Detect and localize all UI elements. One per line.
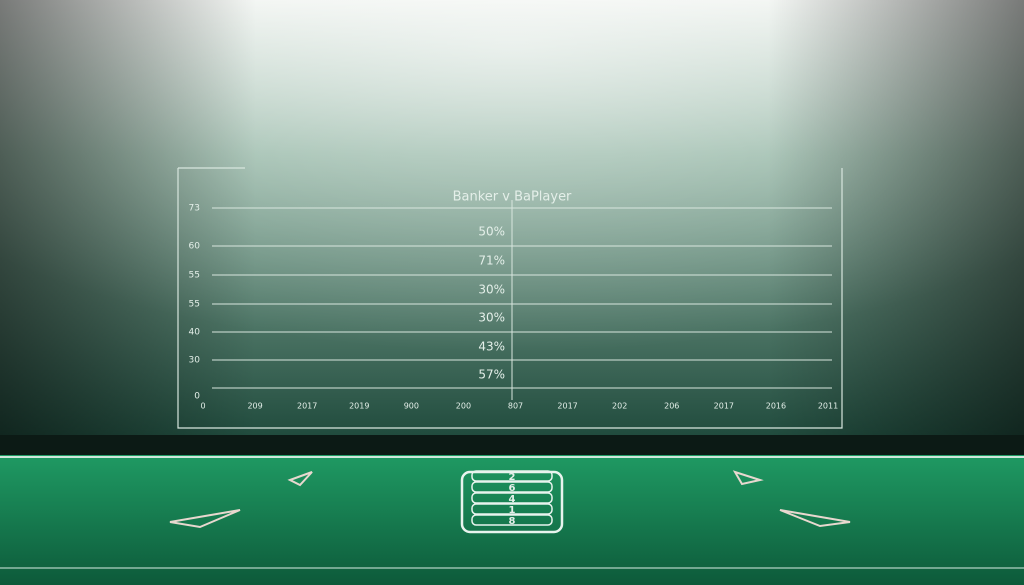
x-label: 2016 (766, 402, 786, 411)
shoe-slot (471, 481, 553, 493)
row-label: 30% (478, 283, 505, 297)
x-label: 202 (612, 402, 627, 411)
x-label: 209 (247, 402, 262, 411)
y-label: 0 (194, 392, 200, 402)
x-label: 2017 (297, 402, 317, 411)
x-label: 2017 (557, 402, 577, 411)
y-label: 40 (189, 328, 201, 338)
shoe (460, 470, 564, 534)
x-label: 200 (456, 402, 471, 411)
y-label: 60 (189, 242, 201, 252)
shoe-number: 8 (509, 516, 516, 527)
x-label: 2017 (714, 402, 734, 411)
y-label: 55 (189, 271, 200, 281)
shoe-slot (471, 492, 553, 504)
panel-title: Banker v BaPlayer (453, 190, 572, 205)
row-label: 57% (478, 368, 505, 382)
panel-frame (177, 167, 843, 429)
row-label: 71% (478, 254, 505, 268)
shoe-slot (471, 514, 553, 526)
shoe-slot (471, 503, 553, 515)
y-label: 73 (189, 204, 200, 214)
shoe-number: 6 (509, 483, 516, 494)
table-rail (0, 435, 1024, 457)
shoe-slot (471, 470, 553, 482)
x-label: 807 (508, 402, 523, 411)
x-label: 2019 (349, 402, 369, 411)
x-label: 2011 (818, 402, 838, 411)
x-label: 206 (664, 402, 679, 411)
table-felt (0, 455, 1024, 585)
x-label: 0 (200, 402, 205, 411)
shoe-number: 1 (509, 505, 516, 516)
row-label: 50% (478, 225, 505, 239)
betting-marks (169, 470, 851, 529)
y-label: 30 (189, 356, 201, 366)
row-label: 43% (478, 340, 505, 354)
shoe-number: 2 (509, 472, 516, 483)
y-label: 55 (189, 300, 200, 310)
x-label: 900 (404, 402, 419, 411)
shoe-number: 4 (509, 494, 516, 505)
row-label: 30% (478, 311, 505, 325)
